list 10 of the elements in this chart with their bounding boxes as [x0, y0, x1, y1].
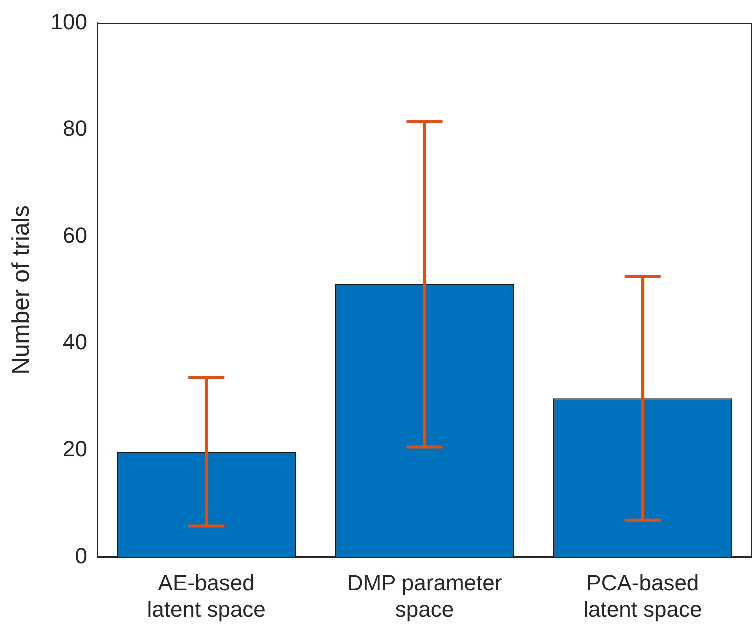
- y-tick-label: 40: [63, 330, 88, 355]
- y-tick-label: 60: [63, 222, 88, 248]
- x-tick-label: DMP parameter space: [347, 570, 502, 622]
- y-tick-label: 20: [63, 436, 88, 462]
- y-tick-label: 100: [50, 9, 88, 34]
- x-tick-label: PCA-based latent space: [584, 570, 702, 622]
- x-tick-label: AE-based latent space: [147, 570, 266, 622]
- y-axis-title: Number of trials: [8, 206, 36, 375]
- y-tick-label: 0: [75, 543, 88, 568]
- y-tick-label: 80: [63, 116, 88, 142]
